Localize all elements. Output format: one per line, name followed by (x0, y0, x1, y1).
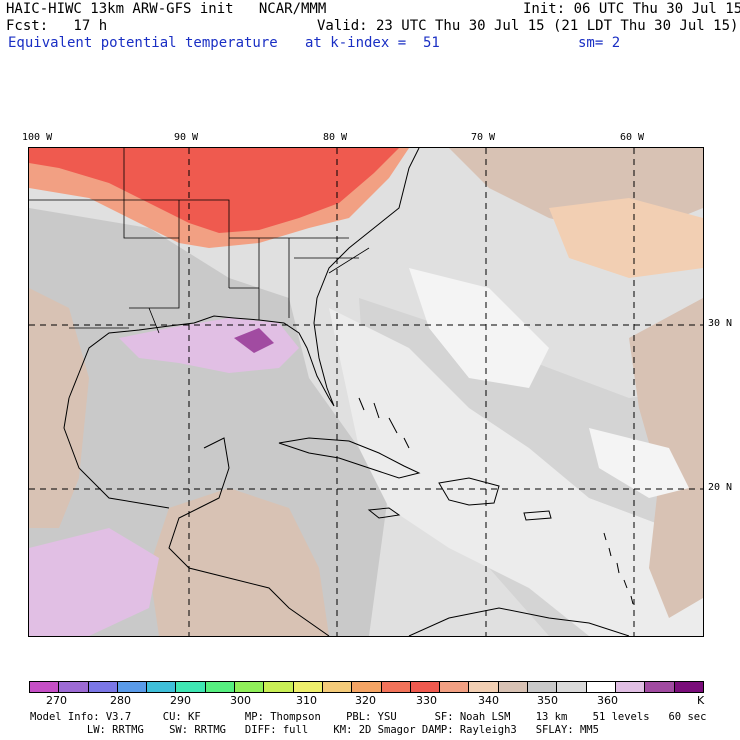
lat-label-20n: 20 N (708, 482, 733, 493)
bahamas-outline (358, 397, 410, 449)
colorbar-swatch-18 (557, 682, 587, 692)
colorbar-swatch-10 (322, 682, 353, 692)
colorbar-tick-320: 320 (355, 694, 376, 707)
lat-lon-grid (29, 148, 703, 636)
colorbar-swatch-13 (410, 682, 441, 692)
colorbar-swatch-6 (205, 682, 236, 692)
valid-time: Valid: 23 UTC Thu 30 Jul 15 (21 LDT Thu … (317, 18, 739, 34)
colorbar-swatch-1 (59, 682, 89, 692)
jamaica-outline (367, 507, 401, 519)
lesser-antilles-outline (603, 532, 634, 605)
map-panel (28, 147, 704, 637)
level-index: at k-index = 51 (305, 35, 440, 51)
cuba-outline (278, 437, 421, 479)
model-info-line-2: LW: RRTMG SW: RRTMG DIFF: full KM: 2D Sm… (30, 724, 599, 736)
colorbar-tick-290: 290 (170, 694, 191, 707)
init-time: Init: 06 UTC Thu 30 Jul 15 (523, 1, 740, 17)
smoothing-value: sm= 2 (578, 35, 621, 51)
coastlines (63, 148, 634, 636)
lon-label-80w: 80 W (323, 132, 348, 143)
lat-label-30n: 30 N (708, 318, 733, 329)
colorbar-swatch-0 (30, 682, 60, 692)
hispaniola-outline (438, 477, 500, 506)
colorbar-swatch-12 (381, 682, 411, 692)
forecast-hour: Fcst: 17 h (6, 18, 108, 34)
central-america-coast (168, 437, 330, 636)
colorbar-swatch-2 (88, 682, 118, 692)
colorbar-swatch-9 (293, 682, 323, 692)
south-america-coast (408, 607, 630, 636)
colorbar-swatch-17 (528, 682, 558, 692)
colorbar-swatch-5 (176, 682, 206, 692)
colorbar-unit: K (697, 694, 705, 707)
colorbar-tick-340: 340 (478, 694, 499, 707)
colorbar-swatch-11 (352, 682, 382, 692)
colorbar-swatch-8 (264, 682, 294, 692)
colorbar-tick-350: 350 (537, 694, 558, 707)
plot-title: HAIC-HIWC 13km ARW-GFS init NCAR/MMM (6, 1, 327, 17)
lon-label-60w: 60 W (620, 132, 645, 143)
state-lines (29, 148, 370, 334)
colorbar-tick-300: 300 (230, 694, 251, 707)
mexico-coast (63, 397, 170, 509)
lon-label-70w: 70 W (471, 132, 496, 143)
field-peach-region-north (549, 198, 703, 278)
colorbar-swatch-15 (469, 682, 499, 692)
colorbar-tick-270: 270 (46, 694, 67, 707)
model-info-line-1: Model Info: V3.7 CU: KF MP: Thompson PBL… (30, 711, 707, 723)
field-red-region-us (29, 148, 399, 233)
puerto-rico-outline (523, 510, 552, 521)
field-purple-core-gulf (234, 328, 274, 353)
us-coastline (68, 148, 420, 407)
field-white-streak-2 (589, 428, 689, 498)
field-tan-region-mexico (29, 288, 89, 528)
colorbar-tick-360: 360 (597, 694, 618, 707)
colorbar-swatch-4 (147, 682, 177, 692)
state-borders (29, 148, 370, 334)
colorbar-swatch-3 (117, 682, 148, 692)
field-light-band (329, 308, 703, 636)
colorbar-swatch-14 (440, 682, 470, 692)
field-white-streak-1 (409, 268, 549, 388)
field-tan-region-central-america (149, 488, 329, 636)
colorbar-tick-330: 330 (416, 694, 437, 707)
colorbar-swatch-19 (586, 682, 616, 692)
colorbar-swatch-16 (498, 682, 529, 692)
field-name: Equivalent potential temperature (8, 35, 278, 51)
theta-e-field-map (29, 148, 703, 636)
color-scale-bar (29, 681, 704, 693)
colorbar-tick-310: 310 (296, 694, 317, 707)
colorbar-swatch-7 (235, 682, 265, 692)
colorbar-swatch-20 (615, 682, 646, 692)
colorbar-tick-280: 280 (110, 694, 131, 707)
colorbar-swatch-21 (645, 682, 675, 692)
lon-label-90w: 90 W (174, 132, 199, 143)
colorbar-swatch-22 (674, 682, 703, 692)
lon-label-100w: 100 W (22, 132, 53, 143)
field-purple-pacific (29, 528, 159, 636)
